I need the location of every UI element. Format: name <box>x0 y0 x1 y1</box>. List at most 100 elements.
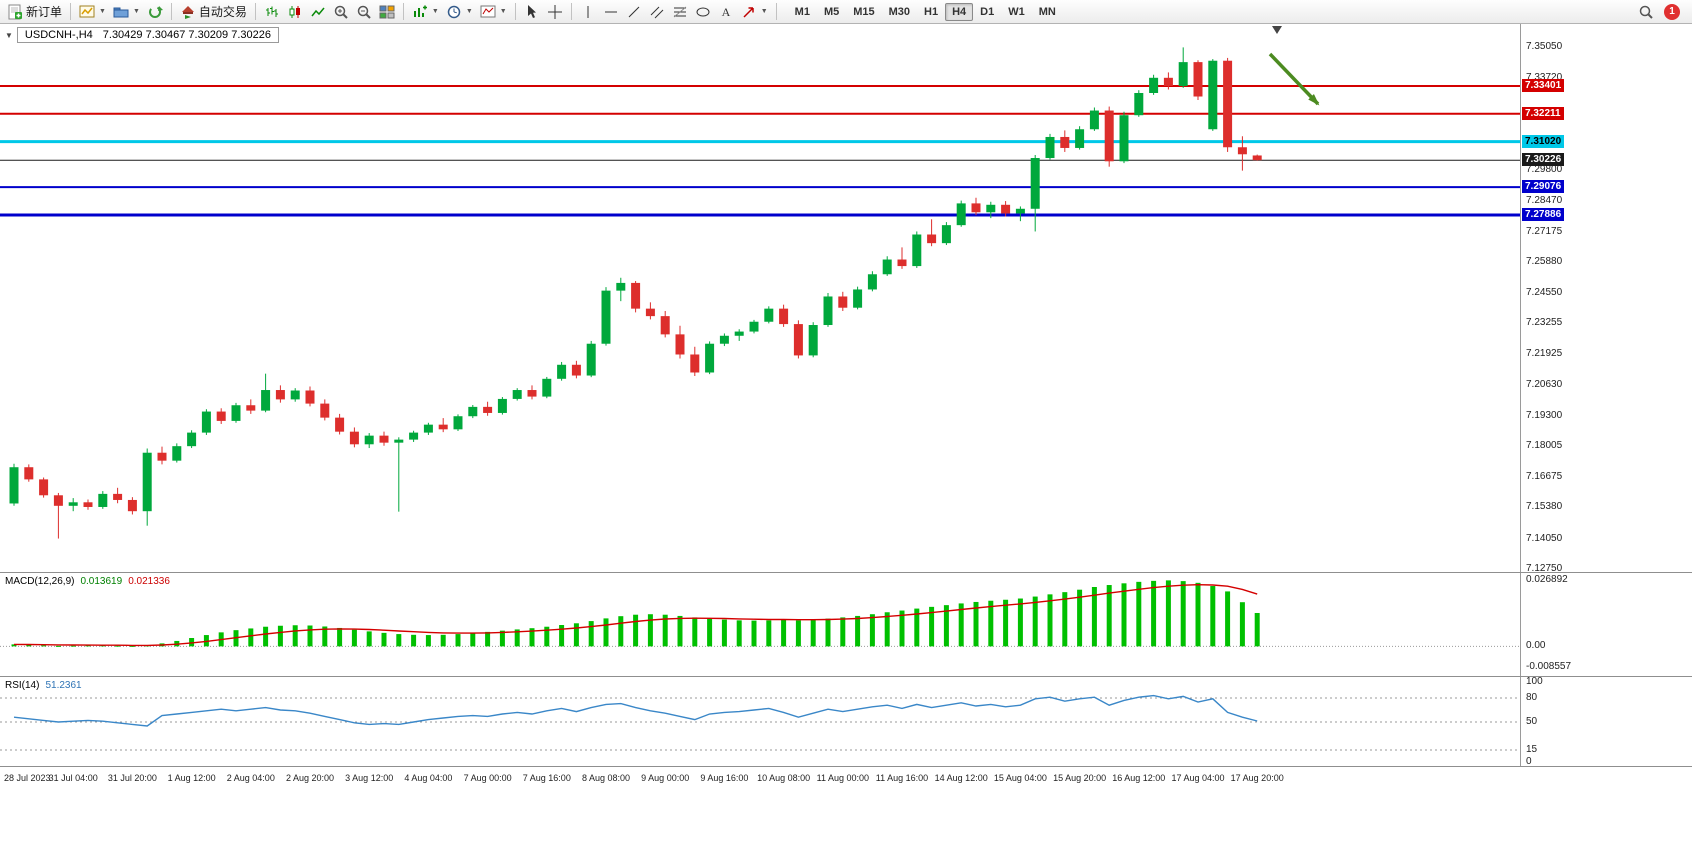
chart-title: USDCNH-,H4 7.30429 7.30467 7.30209 7.302… <box>16 27 279 43</box>
text-button[interactable]: A <box>715 1 737 22</box>
axis-tick-label: 7.29800 <box>1526 164 1563 176</box>
zoom-in-button[interactable] <box>330 1 352 22</box>
time-axis-label: 3 Aug 12:00 <box>345 773 394 783</box>
refresh-button[interactable] <box>144 1 166 22</box>
timeframe-w1[interactable]: W1 <box>1008 5 1025 18</box>
axis-tick-label: 7.16675 <box>1526 471 1563 483</box>
candlestick-chart-icon <box>289 5 300 18</box>
timeframe-m1[interactable]: M1 <box>794 5 810 18</box>
timeframe-m30[interactable]: M30 <box>888 5 911 18</box>
tile-windows-button[interactable] <box>376 1 398 22</box>
chart-title-overlay: ▼ USDCNH-,H4 7.30429 7.30467 7.30209 7.3… <box>5 27 279 43</box>
price-axis[interactable]: 7.35050 7.33720 7.29800 7.28470 7.27175 7.258… <box>1520 24 1692 574</box>
price-chart-panel[interactable]: 7.35050 7.33720 7.29800 7.28470 7.27175 7.258… <box>0 24 1692 574</box>
separator <box>70 3 72 20</box>
time-axis-label: 2 Aug 20:00 <box>285 773 335 783</box>
cursor-button[interactable] <box>521 1 543 22</box>
axis-tick-label: 7.35050 <box>1526 41 1563 53</box>
indicators-button[interactable]: ▼ <box>409 1 442 22</box>
arrows-tool-button[interactable]: ▼ <box>738 1 771 22</box>
axis-tick-label: 15 <box>1526 744 1538 755</box>
cursor-icon <box>527 4 536 18</box>
price-line-badge: 7.30226 <box>1522 153 1565 167</box>
axis-tick-label: 7.24550 <box>1526 286 1563 298</box>
bar-chart-button[interactable] <box>261 1 283 22</box>
collapse-marker-icon[interactable]: ▼ <box>5 30 13 40</box>
price-line-badge: 7.33401 <box>1522 78 1565 92</box>
macd-axis[interactable]: 0.026892 0.00 -0.008557 <box>1520 573 1692 676</box>
time-axis-label: 17 Aug 20:00 <box>1230 773 1284 783</box>
templates-button[interactable]: ▼ <box>477 1 510 22</box>
new-order-icon <box>8 4 22 19</box>
vertical-line-button[interactable] <box>577 1 599 22</box>
chart-ohlc-values: 7.30429 7.30467 7.30209 7.30226 <box>102 29 271 41</box>
line-chart-button[interactable] <box>307 1 329 22</box>
trendline-button[interactable] <box>623 1 645 22</box>
macd-signal-value: 0.021336 <box>128 576 170 587</box>
timeframe-d1[interactable]: D1 <box>980 5 995 18</box>
fibonacci-button[interactable] <box>669 1 691 22</box>
horizontal-line-button[interactable] <box>600 1 622 22</box>
periods-button[interactable]: ▼ <box>443 1 476 22</box>
candlestick-chart-button[interactable] <box>284 1 306 22</box>
rsi-indicator-name: RSI(14) <box>5 680 40 691</box>
axis-tick-label: 0 <box>1526 756 1532 767</box>
trendline-icon <box>628 6 640 17</box>
search-button[interactable] <box>1635 1 1657 22</box>
channel-icon <box>650 6 664 18</box>
refresh-icon <box>148 5 163 18</box>
arrow-tool-icon <box>743 6 754 18</box>
axis-tick-label: 80 <box>1526 692 1538 703</box>
time-axis-label: 9 Aug 16:00 <box>700 773 749 783</box>
separator <box>402 3 404 20</box>
fibonacci-icon <box>673 6 687 17</box>
zoom-out-icon <box>357 5 371 19</box>
timeframe-h1[interactable]: H1 <box>924 5 939 18</box>
axis-tick-label: 0.00 <box>1526 640 1546 652</box>
main-toolbar: 新订单 ▼ ▼ 自动交易 ▼ ▼ ▼ <box>0 0 1692 24</box>
time-axis-label: 7 Aug 16:00 <box>522 773 571 783</box>
time-axis-label: 14 Aug 12:00 <box>934 773 988 783</box>
timeframe-m15[interactable]: M15 <box>853 5 875 18</box>
candlestick-chart[interactable] <box>0 24 1520 572</box>
timeframe-h4[interactable]: H4 <box>945 2 974 21</box>
price-line-badge: 7.29076 <box>1522 180 1565 194</box>
timeframe-m5[interactable]: M5 <box>823 5 840 18</box>
chevron-down-icon: ▼ <box>760 8 768 15</box>
macd-chart[interactable] <box>0 574 1520 677</box>
tile-windows-icon <box>379 5 395 18</box>
time-axis[interactable]: 28 Jul 2023 31 Jul 04:00 31 Jul 20:00 1 Aug… <box>0 766 1692 792</box>
shapes-button[interactable] <box>692 1 714 22</box>
time-axis-label: 10 Aug 08:00 <box>757 773 811 783</box>
time-axis-label: 11 Aug 00:00 <box>816 773 869 783</box>
axis-tick-label: 7.12750 <box>1526 562 1563 574</box>
period-clock-icon <box>447 5 461 18</box>
notification-badge[interactable]: 1 <box>1664 3 1680 20</box>
rsi-chart[interactable] <box>0 678 1520 767</box>
profiles-button[interactable]: ▼ <box>110 1 143 22</box>
profiles-icon <box>113 7 129 17</box>
svg-text:A: A <box>721 5 730 19</box>
search-icon <box>1639 5 1653 19</box>
chart-symbol-period: USDCNH-,H4 <box>24 29 93 41</box>
new-chart-button[interactable]: ▼ <box>76 1 109 22</box>
auto-trading-button[interactable]: 自动交易 <box>177 1 250 22</box>
time-axis-label: 8 Aug 08:00 <box>581 773 631 783</box>
chevron-down-icon: ▼ <box>99 8 106 15</box>
crosshair-button[interactable] <box>544 1 566 22</box>
separator <box>514 3 516 20</box>
macd-label-row: MACD(12,26,9) 0.013619 0.021336 <box>5 576 170 587</box>
separator <box>570 3 572 20</box>
new-order-button[interactable]: 新订单 <box>4 1 65 22</box>
zoom-out-button[interactable] <box>353 1 375 22</box>
axis-tick-label: 7.23255 <box>1526 317 1563 329</box>
axis-tick-label: 7.28470 <box>1526 195 1563 207</box>
time-axis-label: 28 Jul 2023 <box>4 773 51 783</box>
time-axis-label: 15 Aug 04:00 <box>993 773 1047 783</box>
macd-panel[interactable]: 0.026892 0.00 -0.008557 MACD(12,26,9) 0.01… <box>0 572 1692 676</box>
rsi-axis[interactable]: 100 80 50 15 0 <box>1520 676 1692 767</box>
timeframe-mn[interactable]: MN <box>1038 5 1056 18</box>
channel-button[interactable] <box>646 1 668 22</box>
time-axis-label: 31 Jul 20:00 <box>107 773 157 783</box>
rsi-panel[interactable]: 100 80 50 15 0 RSI(14) 51.2361 <box>0 676 1692 767</box>
